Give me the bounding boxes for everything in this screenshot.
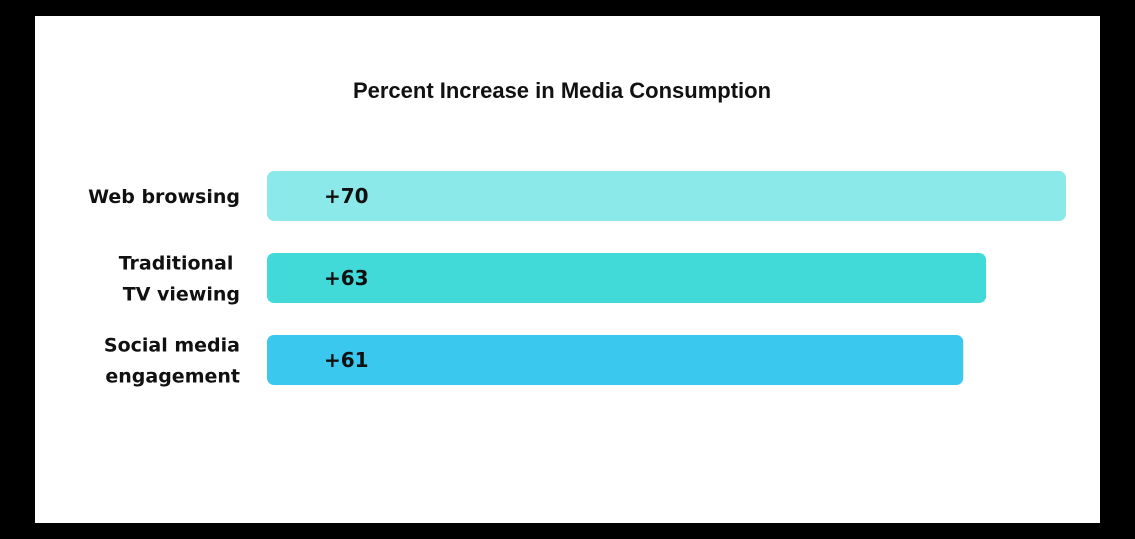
value-label-1: +63	[324, 266, 369, 290]
category-label-2: Social media engagement	[104, 335, 240, 388]
category-label-line: Traditional	[119, 253, 240, 275]
category-label-1: Traditional TV viewing	[119, 253, 240, 306]
category-label-line: Social media	[104, 335, 240, 357]
bar-1	[267, 253, 987, 303]
bar-2	[267, 335, 964, 385]
bar-0	[267, 171, 1066, 221]
category-label-0: Web browsing	[88, 186, 240, 208]
chart-title: Percent Increase in Media Consumption	[353, 78, 771, 103]
value-label-2: +61	[324, 348, 369, 372]
bars-layer: +70 Web browsing +63 Traditional TV viewing…	[88, 171, 1066, 388]
value-label-0: +70	[324, 184, 369, 208]
category-label-line: engagement	[105, 366, 240, 388]
category-label-line: Web browsing	[88, 186, 240, 208]
category-label-line: TV viewing	[123, 284, 240, 306]
